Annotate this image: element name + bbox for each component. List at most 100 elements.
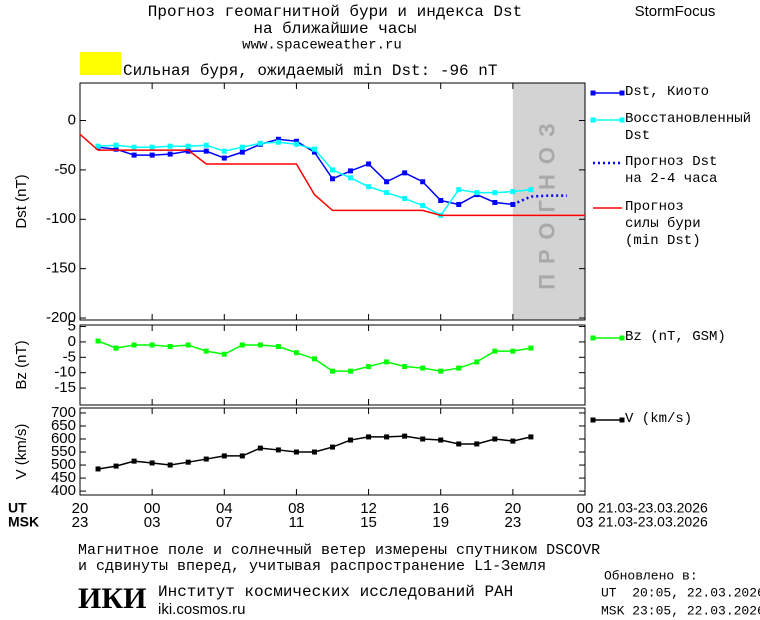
x2-tick-label: 11: [289, 514, 305, 531]
x-tick-label: 16: [432, 500, 449, 517]
date-range: 21.03-23.03.2026: [598, 514, 708, 530]
data-point: [492, 190, 498, 196]
data-point: [293, 141, 299, 147]
data-point: [203, 142, 209, 148]
subtitle: на ближайшие часы: [253, 20, 416, 38]
data-point: [384, 179, 390, 185]
data-point: [510, 189, 516, 195]
data-point: [420, 436, 426, 442]
data-point: [402, 364, 408, 370]
legend-entry: Bz (nT, GSM): [625, 329, 726, 345]
data-point: [456, 441, 462, 447]
data-point: [456, 187, 462, 193]
y-tick-label: 450: [51, 469, 76, 486]
legend-marker: [619, 90, 625, 96]
data-point: [311, 149, 317, 155]
data-point: [239, 342, 245, 348]
data-point: [275, 139, 281, 145]
data-point: [221, 148, 227, 154]
data-point: [221, 155, 227, 161]
data-point: [275, 136, 281, 142]
data-point: [239, 453, 245, 459]
data-point: [113, 142, 119, 148]
data-point: [167, 462, 173, 468]
legend-entry: Прогноз силы бури (min Dst): [625, 199, 701, 249]
legend-entry: Прогноз Dst на 2-4 часа: [625, 154, 718, 187]
data-point: [330, 368, 335, 374]
data-point: [149, 342, 155, 348]
plot-frame: [79, 82, 586, 321]
y-axis-label: Dst (nT): [13, 174, 30, 228]
data-point: [257, 342, 263, 348]
data-point: [131, 458, 137, 464]
y-tick-label: 0: [68, 111, 76, 128]
legend-marker: [590, 335, 596, 341]
data-point: [474, 190, 480, 196]
data-point: [149, 460, 155, 466]
plot-frame: [79, 324, 586, 406]
data-point: [149, 144, 155, 150]
data-point: [311, 356, 317, 362]
data-point: [257, 445, 263, 451]
data-point: [384, 190, 390, 196]
data-point: [456, 201, 462, 207]
data-point: [203, 148, 209, 154]
legend-marker: [590, 90, 596, 96]
legend-marker: [619, 335, 625, 341]
y-tick-label: 5: [68, 318, 76, 335]
data-point: [366, 161, 372, 167]
institute: Институт космических исследований РАН: [158, 583, 513, 601]
y-tick-label: 600: [51, 430, 76, 447]
x-tick-label: 08: [288, 500, 305, 517]
data-point: [167, 151, 173, 157]
series-line: [97, 340, 532, 372]
x-tick-label: 20: [72, 500, 89, 517]
data-point: [131, 342, 137, 348]
data-point: [95, 466, 101, 472]
x2-tick-label: 19: [432, 514, 449, 531]
data-point: [185, 143, 191, 149]
updated-msk: MSK 23:05, 22.03.2026: [601, 603, 760, 618]
data-point: [528, 434, 534, 440]
y-tick-label: -150: [46, 260, 76, 277]
y-tick-label: 500: [51, 456, 76, 473]
data-point: [456, 365, 462, 371]
data-point: [366, 184, 372, 190]
y-tick-label: 0: [68, 333, 76, 350]
y-axis-label: Bz (nT): [13, 340, 30, 389]
data-point: [167, 143, 173, 149]
series-line: [79, 133, 585, 217]
note: и сдвинуты вперед, учитывая распростране…: [78, 558, 546, 575]
data-point: [348, 168, 354, 174]
legend-entry: Восстановленный Dst: [625, 111, 752, 144]
data-point: [113, 345, 119, 351]
data-point: [492, 348, 498, 354]
x2-tick-label: 03: [577, 514, 594, 531]
data-point: [420, 365, 426, 371]
data-point: [293, 350, 299, 356]
data-point: [474, 441, 480, 447]
data-point: [348, 368, 354, 374]
data-point: [402, 196, 408, 202]
data-point: [275, 447, 281, 453]
updated-label: Обновлено в:: [604, 568, 698, 583]
data-point: [113, 146, 119, 152]
y-tick-label: 700: [51, 404, 76, 421]
data-point: [149, 152, 155, 158]
data-point: [492, 199, 498, 205]
y-axis-label: V (km/s): [13, 424, 30, 480]
data-point: [438, 437, 444, 443]
data-point: [131, 144, 137, 150]
annotation: Сильная буря, ожидаемый min Dst: -96 nT: [123, 62, 497, 80]
data-point: [95, 143, 101, 149]
x2-axis-label: MSK: [8, 514, 39, 530]
data-point: [366, 364, 372, 370]
series-line: [97, 138, 513, 206]
x-tick-label: 20: [505, 500, 522, 517]
y-tick-label: 400: [51, 482, 76, 499]
data-point: [402, 170, 408, 176]
data-point: [239, 149, 245, 155]
data-point: [330, 167, 335, 173]
data-point: [474, 359, 480, 365]
